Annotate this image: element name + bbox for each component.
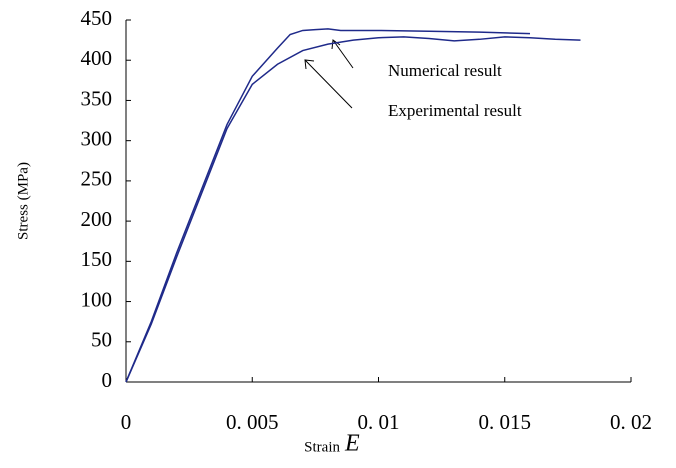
x-tick-label: 0. 005 [226, 410, 279, 434]
y-tick-label: 150 [81, 247, 113, 271]
series-line [125, 36, 581, 383]
y-tick-label: 250 [81, 167, 113, 191]
y-tick-label: 450 [81, 6, 113, 30]
y-tick-label: 300 [81, 126, 113, 150]
y-axis-label: Stress (MPa) [15, 162, 31, 240]
arrow [304, 59, 353, 109]
x-tick-label: 0. 015 [479, 410, 532, 434]
x-tick-label: 0. 02 [610, 410, 652, 434]
series-line [125, 28, 531, 383]
y-tick-label: 0 [102, 368, 113, 392]
arrow [332, 39, 354, 69]
arrows [304, 39, 354, 109]
x-tick-label: 0 [121, 410, 132, 434]
y-tick-label: 200 [81, 207, 113, 231]
arrow-head [304, 59, 315, 70]
x-axis-symbol: E [344, 431, 360, 457]
y-tick-label: 50 [91, 328, 112, 352]
x-tick-label: 0. 01 [358, 410, 400, 434]
y-tick-label: 400 [81, 46, 113, 70]
y-tick-label: 100 [81, 287, 113, 311]
annotation: Numerical result [388, 61, 502, 80]
annotation: Experimental result [388, 101, 522, 120]
y-tick-label: 350 [81, 86, 113, 110]
x-axis-label: Strain [304, 439, 340, 455]
